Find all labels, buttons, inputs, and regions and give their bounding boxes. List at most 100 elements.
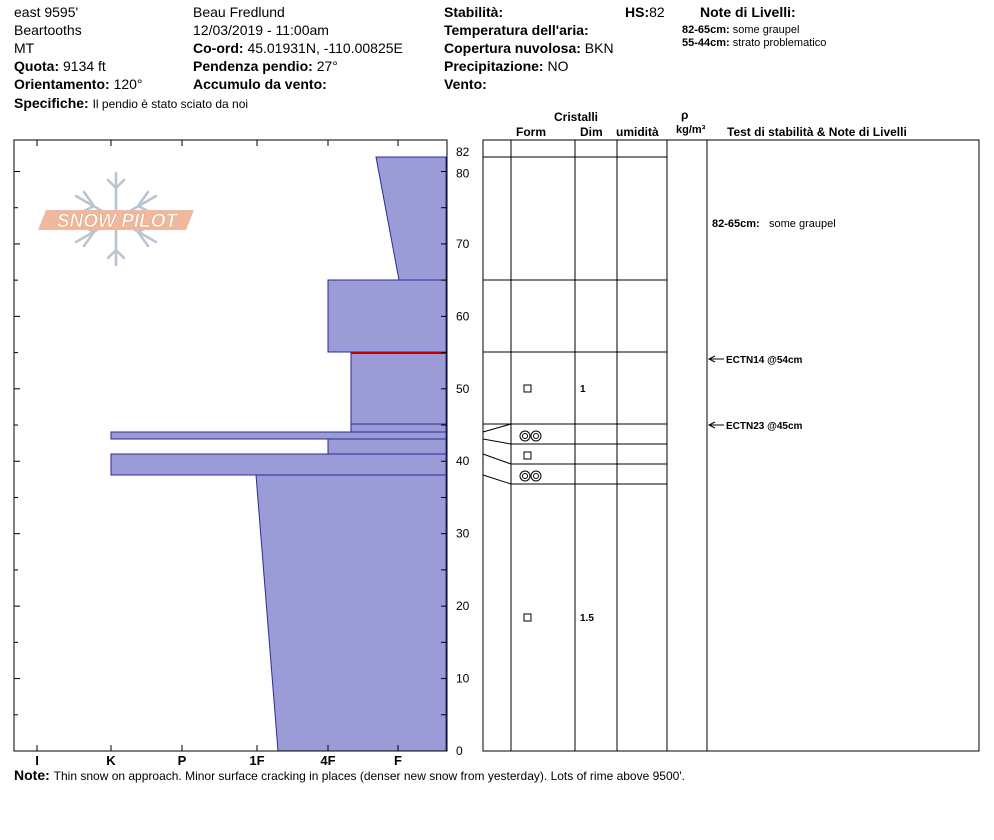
specifics: Specifiche: Il pendio è stato sciato da … bbox=[14, 95, 248, 111]
depth-label: 82 bbox=[456, 145, 470, 159]
crystal-size-2: 1.5 bbox=[580, 613, 594, 624]
depth-label: 50 bbox=[456, 382, 470, 396]
logo-text: SNOW PILOT bbox=[57, 211, 179, 232]
range-name: Beartooths bbox=[14, 22, 82, 38]
snowpilot-logo: SNOW PILOT bbox=[38, 171, 194, 267]
stability-tests: ECTN14 @54cm ECTN23 @45cm bbox=[707, 355, 803, 432]
crystal-square-icon bbox=[523, 451, 532, 460]
hardness-layer-65-55 bbox=[327, 279, 447, 353]
elevation-label: Quota: bbox=[14, 58, 60, 74]
crystal-square-icon bbox=[523, 384, 532, 393]
state-name: MT bbox=[14, 40, 35, 56]
hardness-profile bbox=[110, 156, 447, 752]
hardness-layer-38-0 bbox=[255, 474, 447, 752]
hardness-ticks-bottom bbox=[36, 745, 399, 751]
datetime: 12/03/2019 - 11:00am bbox=[193, 22, 329, 38]
sky-label: Copertura nuvolosa: bbox=[444, 40, 581, 56]
in-chart-layer-note: 82-65cm: some graupel bbox=[712, 218, 836, 230]
hardness-label-1F: 1F bbox=[249, 753, 264, 768]
slope-label: Pendenza pendio: bbox=[193, 58, 313, 74]
hardness-axis-labels: I K P 1F 4F F bbox=[35, 753, 402, 768]
layer-boundary-lines bbox=[482, 156, 667, 485]
depth-label: 30 bbox=[456, 527, 470, 541]
col-dim: Dim bbox=[580, 125, 603, 139]
depth-label: 0 bbox=[456, 744, 463, 758]
layer-note-1: 82-65cm: some graupel bbox=[682, 24, 799, 37]
specifics-label: Specifiche: bbox=[14, 95, 89, 111]
col-rho: ρ bbox=[681, 108, 689, 122]
hardness-layer-44-43 bbox=[110, 431, 447, 440]
slope: Pendenza pendio: 27° bbox=[193, 58, 338, 74]
coordinates: Co-ord: 45.01931N, -110.00825E bbox=[193, 40, 403, 56]
hardness-layer-82-65 bbox=[375, 156, 447, 281]
observer: Beau Fredlund bbox=[193, 4, 285, 20]
depth-label: 70 bbox=[456, 237, 470, 251]
location-name: east 9595' bbox=[14, 4, 79, 20]
col-moisture: umidità bbox=[616, 125, 659, 139]
aspect-label: Orientamento: bbox=[14, 76, 110, 92]
footer-note-label: Note: bbox=[14, 767, 50, 783]
aspect-value: 120° bbox=[113, 76, 143, 92]
footer-note-text: Thin snow on approach. Minor surface cra… bbox=[53, 769, 685, 783]
specifics-value: Il pendio è stato sciato da noi bbox=[92, 97, 249, 111]
depth-label: 80 bbox=[456, 166, 470, 180]
hardness-layer-43-41 bbox=[327, 438, 447, 455]
hardness-label-F: F bbox=[394, 753, 402, 768]
coord-value: 45.01931N, -110.00825E bbox=[247, 40, 403, 56]
col-form: Form bbox=[516, 125, 546, 139]
depth-label: 60 bbox=[456, 309, 470, 323]
col-tests-notes: Test di stabilità & Note di Livelli bbox=[727, 125, 907, 139]
depth-label: 10 bbox=[456, 672, 470, 686]
col-density-unit: kg/m³ bbox=[676, 124, 706, 136]
crystal-sizes: 1 1.5 bbox=[580, 384, 594, 624]
sky-cover: Copertura nuvolosa: BKN bbox=[444, 40, 614, 56]
air-temp-label: Temperatura dell'aria: bbox=[444, 22, 589, 38]
coord-label: Co-ord: bbox=[193, 40, 244, 56]
test-label-1: ECTN14 @54cm bbox=[726, 355, 803, 366]
wind-label: Vento: bbox=[444, 76, 487, 92]
crystal-ring-icon bbox=[519, 470, 542, 482]
in-chart-note-text: some graupel bbox=[769, 218, 836, 230]
hardness-ticks-top bbox=[36, 140, 399, 146]
hs: HS:82 bbox=[625, 4, 665, 20]
depth-axis-labels: 0 10 20 30 40 50 60 70 80 82 bbox=[456, 145, 470, 758]
hardness-layer-41-38 bbox=[110, 453, 447, 476]
layer-note-2-range: 55-44cm: bbox=[682, 37, 730, 49]
depth-label: 40 bbox=[456, 454, 470, 468]
crystal-size-1: 1 bbox=[580, 384, 586, 395]
depth-ticks-left bbox=[14, 170, 20, 752]
col-crystals: Cristalli bbox=[554, 110, 599, 124]
elevation-value: 9134 ft bbox=[63, 58, 106, 74]
crystal-ring-icon bbox=[519, 430, 542, 442]
slope-value: 27° bbox=[316, 58, 338, 74]
crystal-square-icon bbox=[523, 613, 532, 622]
elevation: Quota: 9134 ft bbox=[14, 58, 106, 74]
hardness-layer-55-45 bbox=[350, 351, 447, 425]
snowflake-icon bbox=[74, 171, 158, 267]
hardness-chart-frame bbox=[13, 139, 448, 752]
layer-note-1-text: some graupel bbox=[732, 24, 800, 36]
hs-label: HS: bbox=[625, 4, 650, 20]
stability-label: Stabilità: bbox=[444, 4, 504, 20]
precipitation: Precipitazione: NO bbox=[444, 58, 568, 74]
precip-label: Precipitazione: bbox=[444, 58, 544, 74]
hardness-label-P: P bbox=[178, 753, 187, 768]
depth-ticks-right bbox=[441, 170, 447, 752]
precip-value: NO bbox=[547, 58, 569, 74]
hardness-label-I: I bbox=[35, 753, 39, 768]
in-chart-note-range: 82-65cm: bbox=[712, 218, 760, 230]
hardness-layer-45-44 bbox=[350, 423, 447, 433]
crystal-table bbox=[482, 139, 980, 752]
layer-notes-title: Note di Livelli: bbox=[700, 4, 796, 20]
aspect: Orientamento: 120° bbox=[14, 76, 143, 92]
crystal-symbols bbox=[519, 384, 542, 622]
layer-note-2-text: strato problematico bbox=[732, 37, 827, 49]
footer-note: Note: Thin snow on approach. Minor surfa… bbox=[14, 767, 685, 783]
hardness-label-4F: 4F bbox=[320, 753, 335, 768]
hs-value: 82 bbox=[649, 4, 665, 20]
sky-value: BKN bbox=[584, 40, 614, 56]
layer-note-1-range: 82-65cm: bbox=[682, 24, 730, 36]
wind-loading-label: Accumulo da vento: bbox=[193, 76, 327, 92]
logo-banner bbox=[38, 210, 194, 230]
